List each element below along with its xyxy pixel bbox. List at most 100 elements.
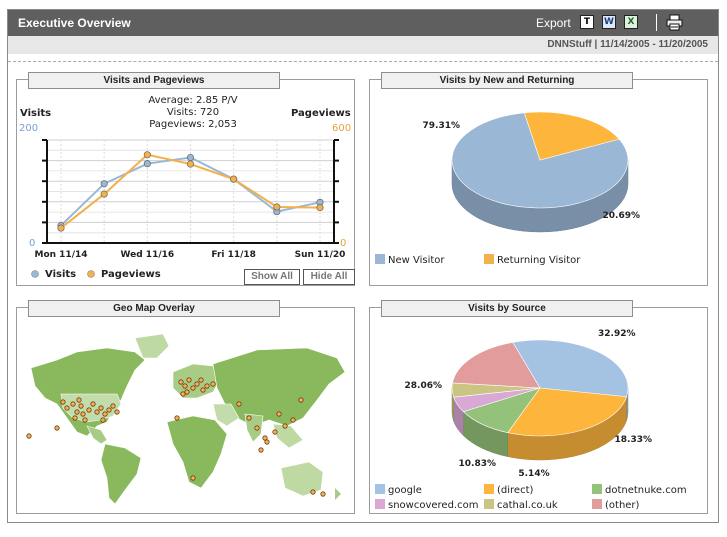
visits-point: [143, 160, 151, 168]
visitor-marker: [70, 401, 76, 407]
visitor-location-markers: [26, 377, 326, 497]
visitor-marker: [64, 405, 70, 411]
legend-label-new-visitor: New Visitor: [388, 255, 445, 266]
geo-map-panel: Geo Map Overlay: [16, 300, 355, 514]
visitor-marker: [110, 403, 116, 409]
visitor-marker: [82, 417, 88, 423]
visitor-marker: [254, 425, 260, 431]
legend-swatch-new-visitor: [375, 254, 385, 264]
visitor-marker: [236, 401, 242, 407]
direct-pct-label: 28.06%: [405, 381, 443, 391]
visits-point: [186, 153, 195, 162]
hide-all-button[interactable]: Hide All: [303, 269, 355, 285]
source-panel: Visits by Source 32.92% 28.06% 10.83% 5.14%…: [369, 300, 708, 514]
left-axis-max: 200: [19, 123, 39, 134]
legend-marker-pageviews: [87, 270, 95, 278]
legend-swatch-snowcovered-com: [375, 499, 385, 509]
legend-label-returning-visitor: Returning Visitor: [497, 255, 581, 266]
returning-visitor-pct-label: 20.69%: [603, 211, 641, 221]
google-pct-label: 32.92%: [598, 329, 636, 339]
visitor-marker: [200, 387, 206, 393]
visitor-marker: [310, 489, 316, 495]
world-map[interactable]: [17, 308, 354, 513]
new-visitor-slice: [451, 112, 629, 209]
southeast-asia-region: [272, 423, 304, 449]
visitor-marker: [76, 397, 82, 403]
visitor-marker: [264, 439, 270, 445]
summary-stats: Average: 2.85 P/V Visits: 720 Pageviews:…: [123, 95, 263, 131]
legend-label-pageviews: Pageviews: [101, 269, 161, 280]
text-export-icon[interactable]: T: [580, 15, 594, 29]
visitor-marker: [298, 397, 304, 403]
visits-stat: Visits: 720: [166, 107, 220, 118]
visitor-marker: [276, 411, 282, 417]
north-america-region: [30, 347, 146, 437]
excel-export-icon[interactable]: X: [624, 15, 638, 29]
visitor-marker: [80, 411, 86, 417]
visitor-marker: [204, 383, 210, 389]
legend-label-direct: (direct): [497, 485, 533, 496]
left-axis-min: 0: [29, 238, 36, 249]
legend-label-cathal-co-uk: cathal.co.uk: [497, 500, 558, 511]
pageviews-stat: Pageviews: 2,053: [149, 119, 237, 130]
visitor-marker: [94, 409, 100, 415]
visitor-marker: [178, 379, 184, 385]
divider: [8, 61, 718, 62]
site-date-range: DNNStuff | 11/14/2005 - 11/20/2005: [547, 39, 708, 50]
visitor-marker: [262, 435, 268, 441]
export-label: Export: [536, 16, 571, 30]
visitor-marker: [54, 425, 60, 431]
legend-marker-visits: [31, 270, 39, 278]
returning-visitor-slice: [523, 111, 620, 161]
new-zealand-region: [335, 488, 341, 500]
europe-region: [172, 363, 222, 399]
right-axis-min: 0: [340, 238, 347, 249]
visitor-marker: [198, 377, 204, 383]
visitor-marker: [210, 381, 216, 387]
source-title: Visits by Source: [381, 300, 633, 317]
legend-label-visits: Visits: [45, 269, 76, 280]
x-tick-label: Wed 11/16: [121, 250, 175, 260]
right-axis-max: 600: [332, 123, 352, 134]
new-visitor-pct-label: 79.31%: [423, 121, 461, 131]
google-slice: [512, 339, 629, 398]
visitor-marker: [190, 475, 196, 481]
x-tick-label: Sun 11/20: [295, 250, 346, 260]
visits-point: [100, 180, 108, 188]
legend-swatch-returning-visitor: [484, 254, 494, 264]
legend-label-google: google: [388, 485, 422, 496]
x-tick-label: Mon 11/14: [34, 250, 87, 260]
legend-swatch-other: [592, 499, 602, 509]
print-icon[interactable]: [666, 14, 683, 31]
right-axis-title: Pageviews: [291, 108, 351, 119]
visitor-marker: [258, 447, 264, 453]
visitor-marker: [194, 381, 200, 387]
visitor-marker: [90, 401, 96, 407]
new-returning-title: Visits by New and Returning: [381, 72, 633, 89]
legend-swatch-cathal-co-uk: [484, 499, 494, 509]
visitor-marker: [184, 389, 190, 395]
central-america-region: [86, 425, 108, 445]
geo-map-title: Geo Map Overlay: [28, 300, 280, 317]
visitor-marker: [190, 385, 196, 391]
visitor-marker: [72, 415, 78, 421]
module-title: Executive Overview: [18, 16, 131, 30]
pageviews-point: [316, 204, 324, 212]
visitor-marker: [182, 383, 188, 389]
greenland-region: [134, 333, 170, 359]
legend-label-snowcovered-com: snowcovered.com: [388, 500, 478, 511]
visitor-marker: [78, 403, 84, 409]
africa-region: [166, 415, 228, 489]
australia-region: [280, 461, 324, 497]
word-export-icon[interactable]: W: [602, 15, 616, 29]
legend-label-other: (other): [605, 500, 640, 511]
snowcovered-com-pct-label: 5.14%: [518, 469, 549, 479]
other-pct-label: 18.33%: [615, 435, 653, 445]
visitor-marker: [180, 391, 186, 397]
source-pie-chart: 32.92% 28.06% 10.83% 5.14% 18.33% google (dire…: [375, 329, 687, 511]
visitor-marker: [26, 433, 32, 439]
direct-slice: [507, 387, 627, 437]
india-region: [244, 413, 264, 443]
show-all-button[interactable]: Show All: [244, 269, 300, 285]
new-returning-pie-chart: 79.31% 20.69% New Visitor Returning Visitor: [375, 111, 641, 266]
